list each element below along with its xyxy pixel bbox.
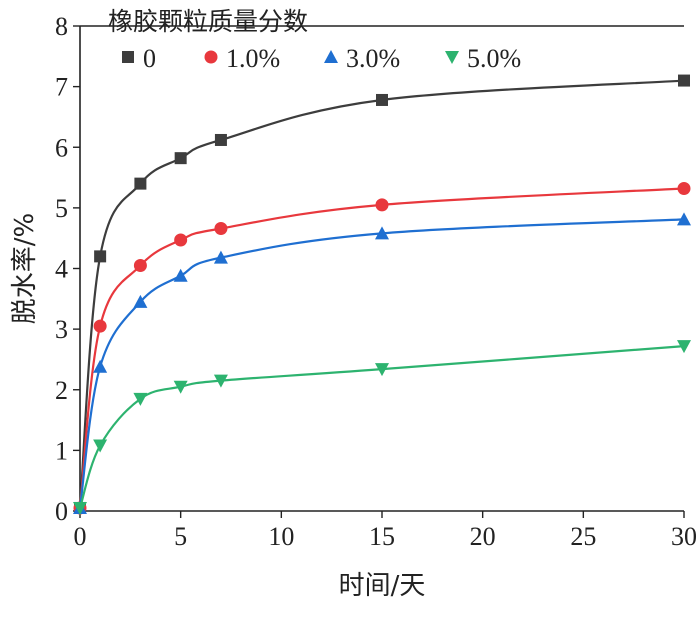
x-tick-label: 30 (671, 522, 697, 551)
series-line (78, 187, 685, 509)
y-tick-label: 6 (55, 133, 68, 162)
data-point (214, 133, 227, 146)
legend-item: 1.0% (204, 44, 280, 73)
series-group (73, 74, 691, 515)
y-tick-label: 1 (55, 436, 68, 465)
data-point (375, 363, 389, 377)
y-axis-label: 脱水率/% (10, 213, 40, 324)
series-line (78, 79, 685, 509)
y-tick-label: 4 (55, 255, 68, 284)
data-point (93, 319, 107, 333)
data-point (133, 258, 147, 272)
y-tick-label: 0 (55, 497, 68, 526)
axes: 0 5 10 15 20 25 30 0 1 2 3 4 5 6 7 8 (55, 12, 697, 551)
legend-item: 0 (122, 44, 156, 73)
data-point (133, 294, 148, 308)
data-point (375, 226, 389, 240)
legend-label: 5.0% (467, 44, 521, 73)
x-tick-label: 5 (174, 522, 187, 551)
data-point (93, 359, 108, 373)
legend-marker (122, 51, 134, 63)
series-1 (74, 74, 690, 514)
x-tick-label: 20 (470, 522, 496, 551)
data-point (134, 177, 147, 190)
data-point (173, 380, 188, 394)
data-point (678, 74, 690, 87)
y-tick-label: 7 (55, 73, 68, 102)
data-point (677, 212, 691, 226)
y-tick-label: 8 (55, 12, 68, 41)
y-tick-label: 2 (55, 376, 68, 405)
x-tick-label: 15 (369, 522, 395, 551)
data-point (677, 181, 691, 195)
data-point (376, 93, 388, 106)
legend-item: 3.0% (324, 44, 400, 73)
legend-title: 橡胶颗粒质量分数 (108, 7, 308, 36)
data-point (214, 221, 228, 235)
data-point (677, 340, 691, 354)
data-point (174, 233, 188, 247)
x-axis-label: 时间/天 (339, 571, 426, 601)
series-4 (73, 340, 691, 515)
data-point (133, 392, 148, 406)
x-tick-label: 10 (268, 522, 294, 551)
legend-label: 0 (143, 44, 156, 73)
x-tick-label: 0 (74, 522, 87, 551)
x-tick-label: 25 (570, 522, 596, 551)
data-point (173, 268, 188, 282)
series-3 (73, 212, 691, 514)
data-point (213, 374, 228, 388)
legend-label: 1.0% (226, 44, 280, 73)
data-point (73, 501, 87, 515)
data-point (375, 198, 389, 212)
legend-marker (204, 50, 218, 64)
data-point (93, 439, 108, 453)
data-point (174, 152, 187, 165)
legend-marker (445, 51, 459, 64)
legend: 橡胶颗粒质量分数 0 1.0% 3.0% 5.0% (108, 7, 521, 73)
data-point (94, 250, 107, 263)
legend-item: 5.0% (445, 44, 521, 73)
data-point (213, 250, 228, 264)
y-tick-label: 5 (55, 194, 68, 223)
legend-marker (324, 50, 338, 63)
legend-label: 3.0% (346, 44, 400, 73)
y-tick-label: 3 (55, 315, 68, 344)
